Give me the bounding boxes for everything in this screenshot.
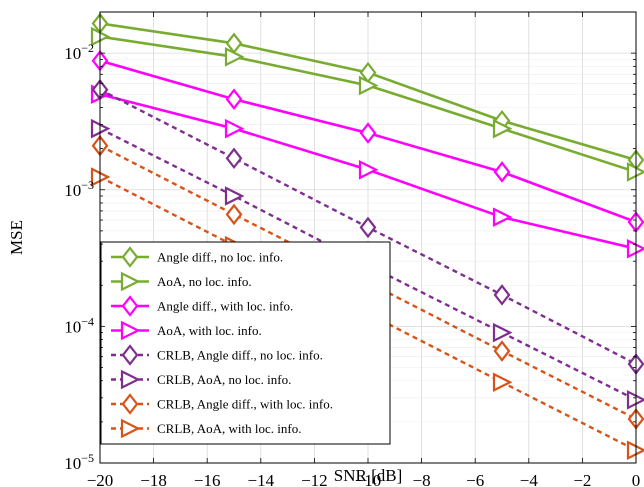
data-point [493, 340, 511, 362]
data-point [225, 88, 243, 110]
legend-label: CRLB, AoA, no loc. info. [157, 372, 291, 387]
legend: Angle diff., no loc. info. AoA, no loc. i… [100, 241, 391, 445]
y-tick-label: 10−2 [64, 41, 94, 63]
y-tick-label: 10−3 [64, 178, 94, 200]
data-point [492, 118, 513, 139]
data-point [225, 147, 243, 170]
x-tick-label: −16 [194, 471, 221, 487]
y-tick-exponent: −2 [81, 41, 94, 55]
y-tick-base: 10 [64, 181, 81, 200]
x-tick-label: −6 [466, 471, 484, 487]
legend-label: AoA, with loc. info. [157, 323, 262, 338]
legend-marker [120, 320, 141, 341]
legend-marker [121, 295, 139, 317]
y-tick-exponent: −4 [81, 314, 94, 328]
x-tick-label: −20 [87, 471, 114, 487]
legend-label: Angle diff., no loc. info. [157, 250, 283, 265]
data-point [492, 322, 513, 343]
data-point [492, 372, 513, 393]
legend-label: CRLB, Angle diff., no loc. info. [157, 348, 323, 363]
data-point [492, 207, 513, 227]
legend-entry: AoA, no loc. info. [111, 271, 252, 292]
legend-label: AoA, no loc. info. [157, 274, 252, 289]
data-point [224, 186, 245, 206]
x-tick-label: −18 [140, 471, 167, 487]
legend-marker [120, 418, 141, 439]
x-tick-label: −8 [413, 471, 431, 487]
legend-marker [120, 271, 141, 292]
series-5 [91, 78, 644, 375]
legend-marker [120, 369, 141, 390]
data-point [358, 75, 379, 96]
legend-entry: CRLB, Angle diff., no loc. info. [111, 344, 323, 366]
y-tick-base: 10 [64, 317, 81, 336]
data-point [224, 118, 245, 139]
legend-label: CRLB, AoA, with loc. info. [157, 421, 301, 436]
legend-box [100, 241, 391, 445]
y-tick-exponent: −5 [81, 451, 94, 465]
data-point [225, 203, 243, 226]
legend-entry: CRLB, AoA, no loc. info. [111, 369, 291, 390]
x-tick-label: −10 [355, 471, 382, 487]
data-point [359, 216, 377, 239]
legend-marker [121, 393, 139, 415]
x-tick-label: −4 [520, 471, 539, 487]
x-axis-label: SNR [dB] [334, 466, 402, 485]
y-tick-base: 10 [64, 454, 81, 473]
y-tick-base: 10 [64, 44, 81, 63]
data-point [359, 122, 377, 144]
data-point [493, 284, 511, 306]
y-tick-label: 10−5 [64, 451, 94, 473]
legend-label: CRLB, Angle diff., with loc. info. [157, 397, 333, 412]
data-point [493, 161, 511, 183]
y-axis-label: MSE [7, 220, 26, 255]
legend-entry: CRLB, Angle diff., with loc. info. [111, 393, 333, 415]
series-2 [90, 26, 644, 182]
legend-entry: Angle diff., with loc. info. [111, 295, 293, 317]
y-tick-label: 10−4 [64, 314, 94, 336]
legend-entry: AoA, with loc. info. [111, 320, 262, 341]
legend-entry: CRLB, AoA, with loc. info. [111, 418, 301, 439]
legend-marker [121, 246, 139, 268]
x-tick-label: 0 [632, 471, 641, 487]
legend-label: Angle diff., with loc. info. [157, 299, 293, 314]
y-tick-exponent: −3 [81, 178, 94, 192]
legend-entry: Angle diff., no loc. info. [111, 246, 283, 268]
data-point [224, 47, 245, 67]
x-tick-label: −14 [248, 471, 275, 487]
legend-marker [121, 344, 139, 366]
x-tick-label: −2 [573, 471, 591, 487]
axis-ticks: −20 −18 −16 −14 −12 −10 −8 −6 −4 −2 010−510−410−31… [64, 11, 641, 487]
x-tick-label: −12 [301, 471, 328, 487]
data-point [358, 160, 379, 180]
